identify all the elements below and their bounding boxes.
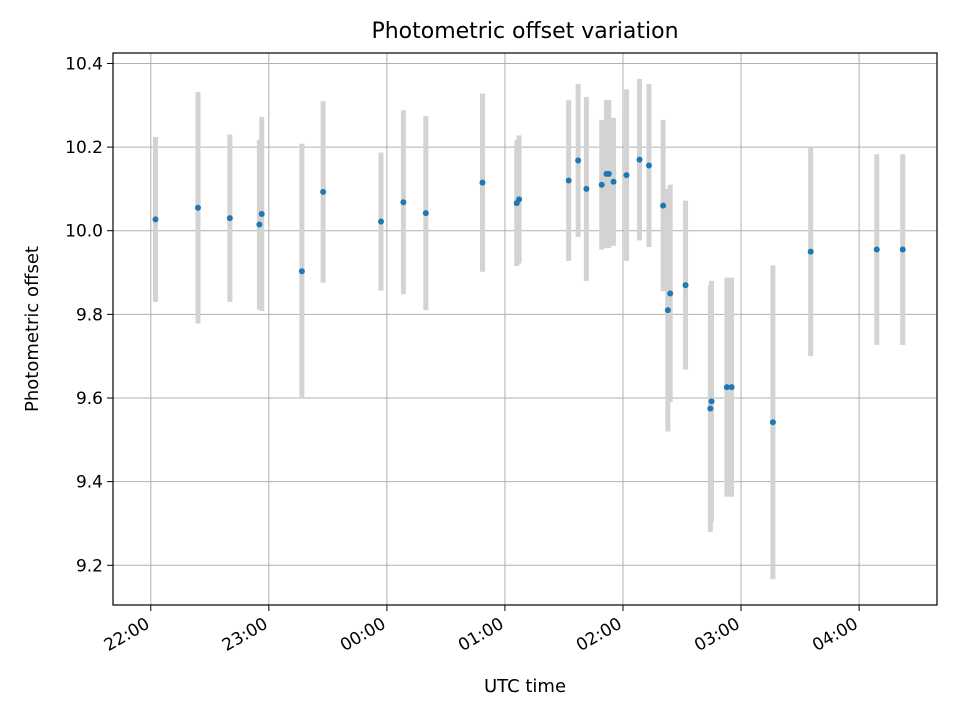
data-point (598, 181, 605, 188)
data-point (873, 246, 880, 253)
x-tick-label: 22:00 (101, 614, 153, 656)
y-tick-label: 9.6 (76, 389, 103, 409)
data-point (664, 307, 671, 314)
data-point (682, 282, 689, 289)
data-point (728, 384, 735, 391)
data-point (565, 177, 572, 184)
chart-title: Photometric offset variation (371, 19, 678, 44)
data-point (377, 218, 384, 225)
x-axis: 22:00 23:00 00:00 01:00 02:00 03:00 04:00 (101, 605, 862, 656)
data-point (660, 202, 667, 209)
y-tick-label: 10.4 (65, 54, 103, 74)
data-point (400, 199, 407, 206)
data-point (899, 246, 906, 253)
grid (113, 53, 937, 605)
data-point (320, 188, 327, 195)
y-axis: 9.2 9.4 9.6 9.8 10.0 10.2 10.4 (65, 54, 113, 576)
data-point (707, 405, 714, 412)
x-axis-label: UTC time (484, 676, 566, 697)
data-point (422, 210, 429, 217)
y-tick-label: 9.4 (76, 473, 103, 493)
data-point (807, 248, 814, 255)
data-point (258, 211, 265, 217)
y-tick-label: 9.2 (76, 556, 103, 576)
data-point (605, 170, 612, 177)
y-axis-label: Photometric offset (22, 246, 43, 412)
data-point (583, 185, 590, 192)
error-bars (152, 78, 906, 580)
y-tick-label: 10.2 (65, 138, 103, 158)
data-point (623, 172, 630, 179)
data-point (667, 290, 674, 297)
y-tick-label: 9.8 (76, 305, 103, 325)
data-point (575, 157, 582, 164)
data-point (152, 216, 159, 223)
data-point (516, 196, 523, 203)
y-tick-label: 10.0 (65, 222, 103, 242)
data-point (610, 178, 617, 185)
data-point (769, 419, 776, 426)
data-point (645, 162, 652, 169)
data-point (708, 398, 715, 405)
x-tick-label: 03:00 (691, 614, 743, 656)
data-point (298, 268, 305, 275)
data-point (723, 384, 730, 391)
data-point (479, 179, 486, 186)
x-tick-label: 02:00 (573, 614, 625, 656)
x-tick-label: 00:00 (337, 614, 389, 656)
data-point (226, 215, 233, 222)
x-tick-label: 23:00 (219, 614, 271, 656)
data-point (194, 204, 201, 211)
x-tick-label: 04:00 (809, 614, 861, 656)
data-point (256, 221, 263, 228)
data-point (636, 156, 643, 163)
plot-frame (112, 52, 938, 606)
data-points (152, 156, 906, 426)
x-tick-label: 01:00 (455, 614, 507, 656)
